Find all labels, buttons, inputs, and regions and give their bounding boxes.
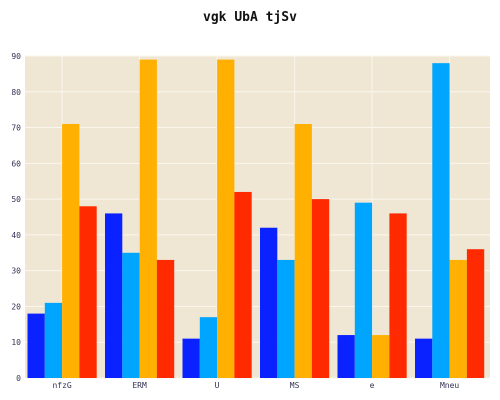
y-tick-label: 20 [11, 302, 21, 311]
bar [62, 123, 80, 378]
y-tick-label: 50 [11, 195, 21, 204]
bar [415, 338, 433, 378]
y-tick-label: 60 [11, 159, 21, 168]
bar [234, 191, 252, 378]
y-tick-label: 10 [11, 338, 21, 347]
y-tick-label: 70 [11, 124, 21, 133]
bar [354, 202, 373, 378]
y-tick-label: 90 [11, 52, 21, 61]
y-axis-ticks: 0 10 20 30 40 50 60 70 80 90 [11, 52, 21, 383]
bar [337, 335, 355, 378]
x-tick-label: e [370, 381, 375, 390]
bars [27, 59, 485, 379]
chart-title: vgk UbA tjSv [203, 10, 297, 25]
bar [79, 206, 97, 378]
bar [449, 259, 467, 378]
y-tick-label: 30 [11, 267, 21, 276]
bar [372, 335, 390, 378]
x-tick-label: MS [290, 381, 300, 390]
bar [432, 63, 450, 379]
bar [277, 259, 295, 378]
bar [156, 259, 175, 378]
bar [182, 338, 200, 378]
bar [44, 302, 63, 378]
bar [466, 249, 485, 378]
bar [260, 227, 278, 378]
y-tick-label: 40 [11, 231, 21, 240]
bar [122, 252, 140, 378]
plot-background [25, 56, 490, 378]
x-tick-label: nfzG [52, 381, 71, 390]
bar [139, 59, 157, 378]
y-tick-label: 0 [16, 374, 21, 383]
y-tick-label: 80 [11, 88, 21, 97]
x-tick-label: Mneu [440, 381, 459, 390]
x-tick-label: U [215, 381, 220, 390]
bar [27, 313, 45, 378]
bar [311, 199, 330, 378]
bar [199, 317, 218, 378]
x-axis-ticks: nfzG ERM U MS e Mneu [52, 381, 459, 390]
bar [105, 213, 123, 378]
x-tick-label: ERM [132, 381, 147, 390]
bar [294, 123, 312, 378]
bar [217, 59, 235, 378]
bar [389, 213, 407, 378]
